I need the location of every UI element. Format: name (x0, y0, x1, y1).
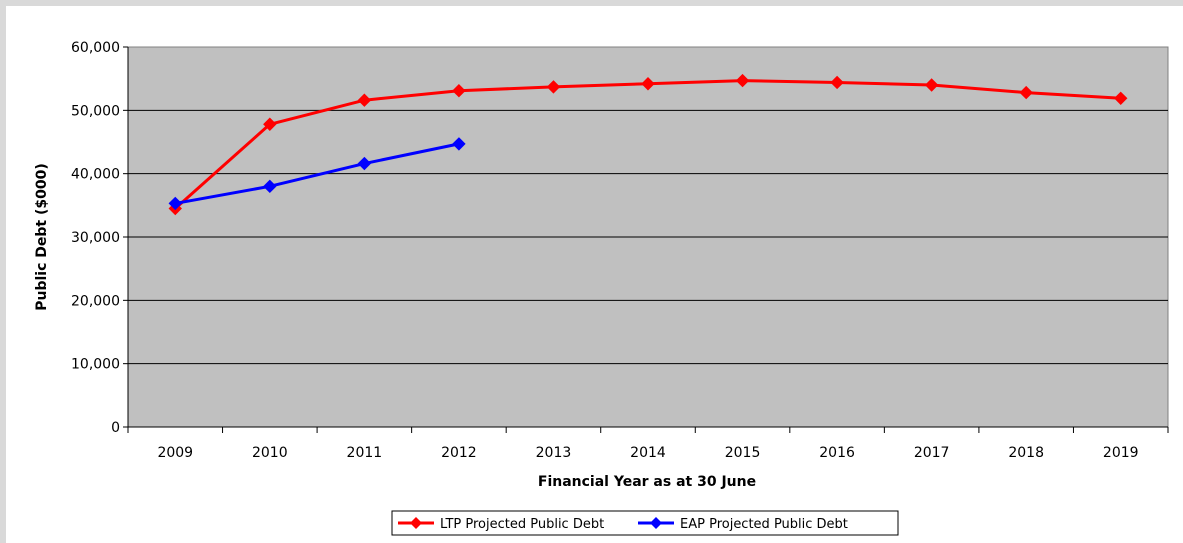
y-axis-ticks: 0 10,000 20,000 30,000 40,000 50,000 60,000 (71, 40, 128, 436)
data-point-marker (735, 73, 750, 88)
x-tick-label: 2019 (1103, 445, 1139, 461)
data-point-marker (924, 78, 939, 92)
legend-label: LTP Projected Public Debt (440, 517, 604, 532)
data-point-marker (546, 80, 561, 94)
series-line (175, 142, 460, 205)
y-tick-label: 30,000 (71, 230, 120, 246)
series-1 (168, 73, 1128, 216)
y-axis-title: Public Debt ($000) (34, 163, 50, 311)
legend-marker (410, 517, 422, 529)
y-tick-label: 50,000 (71, 103, 120, 119)
y-tick-label: 20,000 (71, 293, 120, 309)
data-point-marker (357, 156, 372, 171)
series-2 (168, 137, 466, 211)
chart-frame: 0 10,000 20,000 30,000 40,000 50,000 60,000 20… (6, 6, 1183, 543)
y-tick-label: 60,000 (71, 40, 120, 56)
x-tick-label: 2016 (819, 445, 855, 461)
legend: LTP Projected Public Debt EAP Projected P… (391, 510, 899, 536)
gridlines (128, 109, 1168, 365)
data-point-marker (263, 117, 277, 131)
data-point-marker (263, 179, 277, 194)
y-tick-label: 40,000 (71, 167, 120, 183)
data-point-marker (1019, 85, 1033, 100)
series-group (168, 73, 1128, 216)
data-point-marker (168, 196, 182, 211)
x-tick-label: 2011 (347, 445, 383, 461)
x-tick-label: 2013 (536, 445, 572, 461)
y-tick-label: 0 (111, 420, 120, 436)
x-tick-label: 2010 (252, 445, 288, 461)
data-point-marker (641, 77, 655, 91)
x-tick-label: 2014 (630, 445, 666, 461)
data-point-marker (830, 75, 844, 90)
x-tick-label: 2018 (1008, 445, 1044, 461)
x-axis-ticks: 2009 2010 2011 2012 2013 2014 2015 2016 2017 2018… (127, 427, 1169, 461)
legend-marker (650, 517, 662, 529)
x-tick-label: 2009 (157, 445, 193, 461)
data-point-marker (1114, 91, 1128, 106)
x-tick-label: 2017 (914, 445, 950, 461)
data-point-marker (452, 137, 466, 151)
x-axis-title: Financial Year as at 30 June (538, 474, 756, 490)
line-chart: 0 10,000 20,000 30,000 40,000 50,000 60,000 20… (34, 40, 1169, 536)
data-point-marker (452, 83, 466, 98)
x-tick-label: 2012 (441, 445, 477, 461)
legend-label: EAP Projected Public Debt (680, 517, 848, 532)
x-tick-label: 2015 (725, 445, 761, 461)
data-point-marker (357, 93, 372, 107)
y-tick-label: 10,000 (71, 357, 120, 373)
